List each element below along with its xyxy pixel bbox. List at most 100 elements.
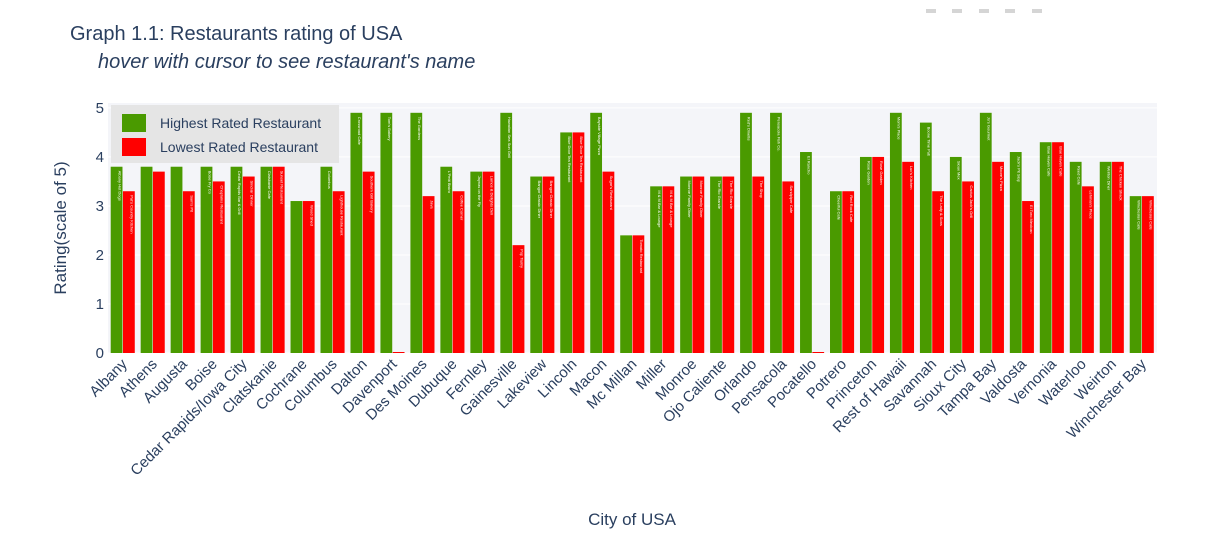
bar-lowest[interactable] <box>332 191 345 353</box>
bar-data-label: Winchester Cafe <box>1136 200 1141 230</box>
bar-highest[interactable] <box>110 166 123 353</box>
bar-lowest[interactable] <box>1112 161 1124 353</box>
bar-lowest[interactable] <box>992 161 1004 353</box>
bar-highest[interactable] <box>170 166 183 353</box>
bar-lowest[interactable] <box>572 132 585 353</box>
bar-highest[interactable] <box>710 176 722 353</box>
bar-lowest[interactable] <box>1082 186 1094 353</box>
camera-icon[interactable] <box>926 9 936 13</box>
legend-label-lowest[interactable]: Lowest Rated Restaurant <box>160 139 318 155</box>
bar-lowest[interactable] <box>542 176 555 353</box>
bar-lowest[interactable] <box>752 176 765 353</box>
bar-data-label: Sandpiper Cafe <box>789 185 794 214</box>
bar-lowest[interactable] <box>722 176 735 353</box>
bar-highest[interactable] <box>590 112 603 353</box>
bar-lowest[interactable] <box>692 176 705 353</box>
chart-title: Graph 1.1: Restaurants rating of USA <box>70 23 403 45</box>
bar-lowest[interactable] <box>302 201 315 353</box>
bar-highest[interactable] <box>620 235 632 353</box>
bar-lowest[interactable] <box>152 171 165 353</box>
y-tick-label: 4 <box>96 149 104 166</box>
bar-lowest[interactable] <box>1022 201 1034 353</box>
bar-highest[interactable] <box>1069 161 1082 353</box>
bar-highest[interactable] <box>320 166 333 353</box>
plot-modebar[interactable] <box>914 0 1214 13</box>
zoom-icon[interactable] <box>952 9 963 13</box>
bar-highest[interactable] <box>1129 196 1142 353</box>
bar-lowest[interactable] <box>452 191 465 353</box>
bar-highest[interactable] <box>830 191 842 353</box>
bar-lowest[interactable] <box>1052 142 1064 353</box>
bar-lowest[interactable] <box>662 186 675 353</box>
bar-lowest[interactable] <box>1142 196 1154 353</box>
bar-lowest[interactable] <box>212 181 225 353</box>
bar-lowest[interactable] <box>272 166 285 353</box>
bar-lowest[interactable] <box>842 191 855 353</box>
bar-data-label: Cactus Jack's Grill <box>969 185 974 218</box>
bar-data-label: The Rio Grande <box>717 181 722 210</box>
legend[interactable]: Highest Rated Restaurant Lowest Rated Re… <box>111 105 339 163</box>
bar-highest[interactable] <box>800 152 812 353</box>
bar-highest[interactable] <box>740 112 752 353</box>
bar-highest[interactable] <box>650 186 662 353</box>
bar-data-label: Lehman's Place <box>1089 190 1094 219</box>
legend-background <box>111 105 339 163</box>
bar-highest[interactable] <box>919 122 932 353</box>
bars[interactable]: Albany Hot Dogs Pat's Country Kitchen Sam'… <box>110 112 1154 353</box>
bar-highest[interactable] <box>350 112 363 353</box>
bar-lowest[interactable] <box>242 176 255 353</box>
bar-highest[interactable] <box>680 176 692 353</box>
bar-data-label: Monroe Family Diner <box>687 181 692 219</box>
bar-lowest[interactable] <box>482 171 495 353</box>
bar-lowest[interactable] <box>422 196 435 353</box>
bar-data-label: Sunset Restaurant <box>279 171 284 205</box>
bar-highest[interactable] <box>290 201 303 353</box>
bar-lowest[interactable] <box>602 171 615 353</box>
bar-lowest[interactable] <box>962 181 974 353</box>
bar-lowest[interactable] <box>362 171 375 353</box>
bar-data-label: L'Petit Bistro <box>447 171 452 194</box>
autoscale-icon[interactable] <box>1005 9 1016 13</box>
bar-highest[interactable] <box>889 112 902 353</box>
bar-lowest[interactable] <box>812 352 825 353</box>
bar-lowest[interactable] <box>182 191 195 353</box>
bar-highest[interactable] <box>560 132 573 353</box>
bar-highest[interactable] <box>859 156 872 353</box>
bar-data-label: Blue Door Tea Restaurant <box>579 136 584 183</box>
bar-lowest[interactable] <box>512 245 525 353</box>
bar-highest[interactable] <box>140 166 153 353</box>
bar-data-label: Sugar's Restaurant <box>609 176 614 211</box>
bar-highest[interactable] <box>1099 161 1112 353</box>
bar-lowest[interactable] <box>392 352 405 353</box>
reset-axes-icon[interactable] <box>1031 9 1042 13</box>
bar-lowest[interactable] <box>932 191 945 353</box>
bar-lowest[interactable] <box>902 161 915 353</box>
bar-highest[interactable] <box>1039 142 1052 353</box>
bar-highest[interactable] <box>440 166 453 353</box>
bar-lowest[interactable] <box>872 156 885 353</box>
bar-data-label: The Rio Grande <box>729 181 734 210</box>
bar-highest[interactable] <box>770 112 782 353</box>
bar-highest[interactable] <box>1009 152 1022 353</box>
bar-lowest[interactable] <box>782 181 795 353</box>
bar-lowest[interactable] <box>632 235 645 353</box>
bar-highest[interactable] <box>500 112 513 353</box>
bar-data-label: Pat's Country Kitchen <box>130 195 135 233</box>
legend-swatch-lowest <box>122 138 146 156</box>
bar-highest[interactable] <box>949 156 962 353</box>
y-axis-ticks: 0 1 2 3 4 5 <box>96 100 104 362</box>
bar-highest[interactable] <box>260 166 273 353</box>
bar-highest[interactable] <box>200 166 213 353</box>
legend-label-highest[interactable]: Highest Rated Restaurant <box>160 115 321 131</box>
bar-data-label: El Rancho <box>807 156 812 175</box>
bar-highest[interactable] <box>470 171 483 353</box>
bar-highest[interactable] <box>230 166 243 353</box>
bar-highest[interactable] <box>979 112 992 353</box>
bar-lowest[interactable] <box>122 191 135 353</box>
bar-highest[interactable] <box>530 176 543 353</box>
bar-highest[interactable] <box>380 112 393 353</box>
pan-icon[interactable] <box>978 9 989 13</box>
bar-highest[interactable] <box>410 112 423 353</box>
bar-data-label: Reed Cafe <box>1076 166 1081 186</box>
bar-data-label: Mom's Place <box>897 117 902 141</box>
